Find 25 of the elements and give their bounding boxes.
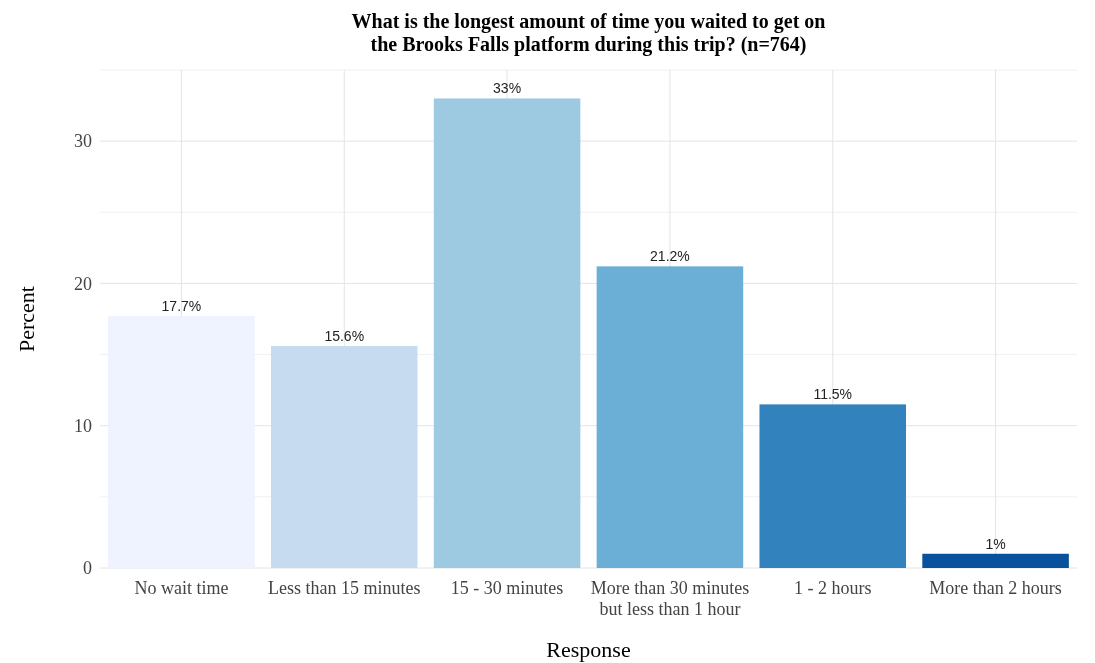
x-tick-label: 15 - 30 minutes [450,578,564,598]
bar [922,553,1069,568]
y-tick-label: 30 [74,131,92,152]
x-axis-title: Response [546,637,631,662]
x-tick-label: 1 - 2 hours [794,578,872,598]
bar [433,98,581,568]
y-tick-label: 0 [83,558,92,579]
x-tick-label: No wait time [134,578,229,598]
y-tick-label: 10 [74,416,92,437]
y-tick-label: 20 [74,273,92,294]
x-tick-label: Less than 15 minutes [268,578,421,598]
x-tick-label: More than 30 minutes but less than 1 hour [590,578,750,619]
bar [108,316,255,568]
x-tick-label: More than 2 hours [929,578,1062,598]
y-axis-title: Percent [14,286,39,352]
bar [596,266,744,568]
data-label: 11.5% [813,386,853,403]
data-label: 17.7% [161,298,202,315]
data-label: 21.2% [650,248,690,265]
data-label: 15.6% [324,328,365,345]
bar [759,404,907,568]
data-label: 33% [493,80,522,97]
bar [270,346,418,568]
data-label: 1% [985,535,1006,552]
chart-title: What is the longest amount of time you waited to get on the Brooks Falls platform during this trip? (n=764) [351,10,826,56]
